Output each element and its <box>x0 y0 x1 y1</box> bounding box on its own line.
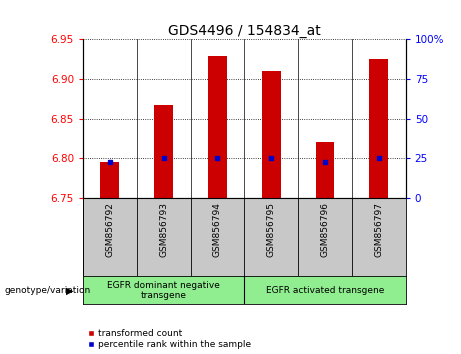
Text: GSM856795: GSM856795 <box>267 202 276 257</box>
Text: GSM856796: GSM856796 <box>320 202 330 257</box>
Text: EGFR activated transgene: EGFR activated transgene <box>266 286 384 295</box>
Text: GSM856792: GSM856792 <box>106 202 114 257</box>
Bar <box>316 142 334 198</box>
Text: genotype/variation: genotype/variation <box>5 286 91 295</box>
Text: GSM856794: GSM856794 <box>213 202 222 257</box>
Text: GSM856797: GSM856797 <box>374 202 383 257</box>
Text: GSM856793: GSM856793 <box>159 202 168 257</box>
Bar <box>262 71 281 198</box>
Bar <box>100 162 119 198</box>
Text: ▶: ▶ <box>66 285 74 295</box>
Bar <box>154 105 173 198</box>
Text: EGFR dominant negative
transgene: EGFR dominant negative transgene <box>107 281 220 300</box>
Title: GDS4496 / 154834_at: GDS4496 / 154834_at <box>168 24 321 38</box>
Legend: transformed count, percentile rank within the sample: transformed count, percentile rank withi… <box>88 329 251 349</box>
Bar <box>208 56 227 198</box>
Bar <box>369 59 388 198</box>
